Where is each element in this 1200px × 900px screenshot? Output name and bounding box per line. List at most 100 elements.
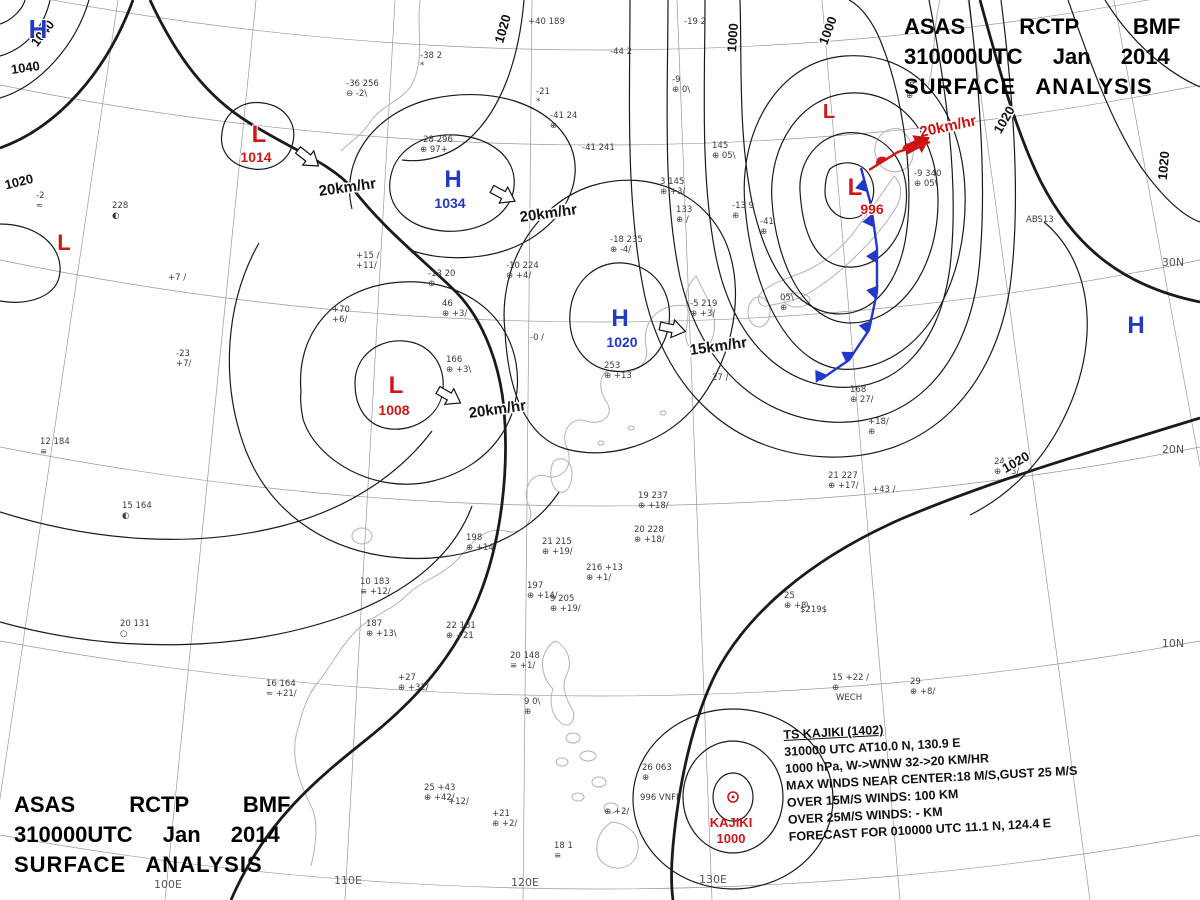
station-plot: +43 / bbox=[872, 485, 896, 495]
isobar bbox=[0, 0, 26, 25]
isobar bbox=[569, 262, 671, 373]
chart-id-bottom: ASAS RCTP BMF bbox=[14, 792, 291, 817]
high-pressure-center: H bbox=[611, 305, 628, 332]
movement-speed-label: 20km/hr bbox=[519, 201, 578, 226]
station-plot: 168 ⊕ 27/ bbox=[850, 385, 874, 405]
isobar bbox=[0, 430, 433, 540]
warm-front-semicircle bbox=[875, 156, 888, 166]
station-plot: -41 ⊕ bbox=[760, 217, 774, 237]
station-plot: 18 1 ≡ bbox=[554, 841, 573, 861]
longitude-label: 130E bbox=[699, 873, 727, 886]
station-plot: 166 ⊕ +3\ bbox=[446, 355, 471, 375]
tropical-storm-symbol bbox=[727, 791, 739, 803]
grid-line bbox=[0, 0, 119, 801]
cold-front-triangle bbox=[866, 285, 879, 300]
coastline bbox=[596, 821, 639, 869]
movement-speed-label: 20km/hr bbox=[318, 175, 377, 200]
station-plot: -21 * bbox=[536, 87, 550, 107]
grid-line bbox=[0, 640, 1200, 697]
center-pressure-value: 996 bbox=[860, 201, 884, 217]
isobar bbox=[743, 55, 966, 370]
center-pressure-value: 1034 bbox=[434, 195, 465, 211]
station-plot: ⊕ +2/ bbox=[604, 807, 629, 817]
station-plot: 10 183 ≡ +12/ bbox=[360, 577, 391, 597]
station-plot: -28 296 ⊕ 97+ bbox=[420, 135, 453, 155]
isobar bbox=[0, 223, 61, 303]
longitude-label: 100E bbox=[154, 878, 182, 891]
coastline bbox=[591, 776, 607, 788]
cold-front-line bbox=[819, 167, 879, 381]
longitude-label: 120E bbox=[511, 876, 539, 889]
grid-line bbox=[522, 0, 533, 900]
coastline bbox=[550, 458, 573, 493]
station-plot: -23 +7/ bbox=[176, 349, 192, 369]
chart-id-top: ASAS RCTP BMF bbox=[904, 14, 1181, 39]
coastline bbox=[659, 410, 667, 416]
station-plot: 15 164 ◐ bbox=[122, 501, 152, 521]
isobar bbox=[0, 0, 135, 150]
movement-speed-label: 20km/hr bbox=[468, 397, 527, 422]
isobar bbox=[739, 0, 910, 315]
isobar bbox=[969, 221, 1088, 516]
chart-type-top: SURFACE ANALYSIS bbox=[904, 74, 1153, 99]
coastline bbox=[294, 304, 689, 867]
isobar bbox=[348, 93, 576, 259]
station-plot: -5 219 ⊕ +3/ bbox=[690, 299, 717, 319]
station-plot: -41 24 ⊕ bbox=[550, 111, 577, 131]
isobar bbox=[299, 281, 518, 485]
station-plot: +15 /+11/ bbox=[356, 251, 380, 271]
isobar-value-label: 1020 bbox=[3, 171, 35, 193]
isobar bbox=[220, 101, 295, 170]
low-pressure-center: L bbox=[252, 121, 267, 148]
coastline bbox=[351, 527, 373, 545]
isobar-value-label: 1000 bbox=[724, 23, 741, 53]
grid-line bbox=[821, 0, 901, 900]
isobar bbox=[628, 0, 1017, 458]
station-plot: 24 219 ⊕ +3/ bbox=[994, 457, 1024, 477]
station-plot: 133 ⊕ / bbox=[676, 205, 692, 225]
station-plot: ABS13 bbox=[1026, 215, 1054, 225]
station-plot: -10 224 ⊕ +4/ bbox=[506, 261, 539, 281]
station-plot: 253 ⊕ +13 bbox=[604, 361, 632, 381]
movement-arrow bbox=[294, 146, 320, 167]
station-plot: +21 ⊕ +2/ bbox=[492, 809, 517, 829]
isobar bbox=[503, 179, 737, 454]
coastline bbox=[542, 640, 575, 726]
station-plot: -13 9 ⊕ bbox=[732, 201, 754, 221]
cold-front-triangle bbox=[858, 320, 871, 335]
latitude-label: 30N bbox=[1162, 256, 1184, 269]
station-plot: +70 +6/ bbox=[332, 305, 350, 325]
isobar bbox=[799, 132, 908, 268]
station-plot: 3 145 ⊕ +3/ bbox=[660, 177, 685, 197]
coastline bbox=[603, 802, 619, 814]
station-plot: WECH bbox=[836, 693, 862, 703]
movement-arrow bbox=[658, 318, 687, 339]
isobar bbox=[401, 0, 525, 162]
station-plot: -9 340 ⊕ 05\ bbox=[914, 169, 941, 189]
station-plot: 197 ⊕ +14/ bbox=[527, 581, 558, 601]
coastline bbox=[927, 0, 941, 87]
station-plot: 12 184 ≡ bbox=[40, 437, 70, 457]
isobar-value-label: 1020 bbox=[1155, 151, 1172, 181]
isobar bbox=[703, 0, 954, 388]
cold-front-triangle bbox=[866, 249, 877, 264]
station-plot: -41 241 bbox=[582, 143, 615, 153]
station-plot: +12/ bbox=[448, 797, 469, 807]
station-plot: 20 228 ⊕ +18/ bbox=[634, 525, 665, 545]
station-plot: 25 +43 ⊕ +42/ bbox=[424, 783, 455, 803]
station-plot: +27 ⊕ +32/ bbox=[398, 673, 429, 693]
latitude-label: 20N bbox=[1162, 443, 1184, 456]
station-plot: -19 2 bbox=[684, 17, 706, 27]
storm-name-label: KAJIKI bbox=[710, 815, 753, 830]
low-pressure-center: L bbox=[823, 101, 835, 123]
title-block-top-right: ASAS RCTP BMF 310000UTC Jan 2014 SURFACE… bbox=[904, 12, 1186, 102]
station-plot: -8 ⊕ bbox=[906, 81, 914, 101]
station-plot: +7 / bbox=[168, 273, 186, 283]
coastline bbox=[783, 292, 811, 308]
isobar bbox=[824, 162, 875, 220]
station-plot: 21 227 ⊕ +17/ bbox=[828, 471, 859, 491]
coastline bbox=[758, 175, 902, 307]
isobar bbox=[670, 416, 1200, 900]
grid-line bbox=[676, 0, 713, 900]
tropical-storm-symbol-dot bbox=[731, 795, 735, 799]
